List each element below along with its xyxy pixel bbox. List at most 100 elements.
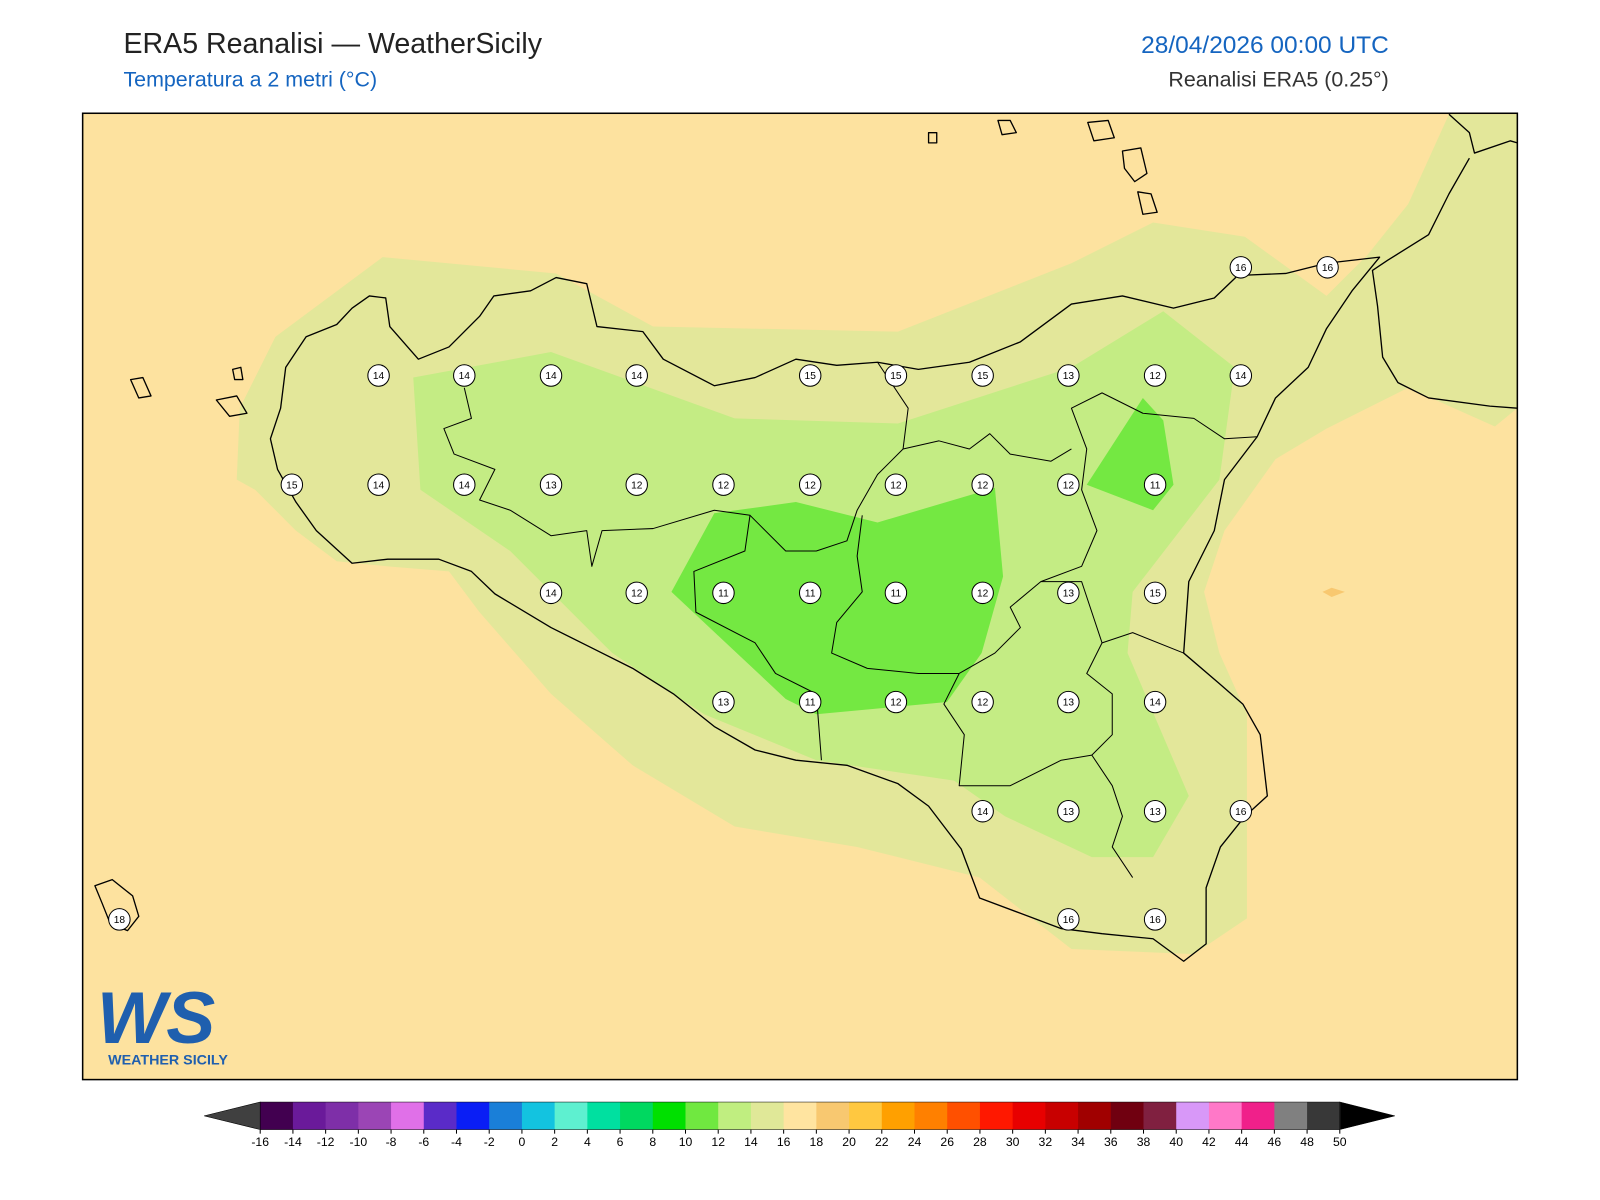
station-value: 16 <box>1235 807 1247 818</box>
station-value: 13 <box>1063 371 1075 382</box>
colorbar-tick-label: 26 <box>940 1135 954 1149</box>
station: 15 <box>798 364 822 387</box>
province-border <box>831 392 1258 674</box>
station-marker <box>798 581 822 605</box>
colorbar-segment <box>1012 1102 1046 1130</box>
province-border <box>1101 632 1184 654</box>
station: 12 <box>625 473 648 496</box>
island <box>129 376 152 399</box>
colorbar-tick-label: 50 <box>1333 1135 1347 1149</box>
colorbar-over <box>1339 1101 1395 1130</box>
colorbar-segment <box>947 1102 981 1130</box>
station-value: 14 <box>545 371 557 382</box>
station-value: 13 <box>1149 807 1161 818</box>
colorbar-tick-label: 38 <box>1137 1135 1151 1149</box>
station: 12 <box>712 473 735 496</box>
station-value: 12 <box>890 698 902 709</box>
station: 13 <box>539 473 563 496</box>
colorbar-segment <box>554 1102 588 1130</box>
station-value: 16 <box>1322 263 1334 274</box>
station-marker <box>884 690 908 714</box>
station-value: 12 <box>805 480 817 491</box>
station-marker <box>1143 581 1167 605</box>
station: 16 <box>1057 908 1080 931</box>
station-marker <box>367 473 390 496</box>
station-marker <box>884 364 908 387</box>
station-marker <box>1143 473 1167 496</box>
contour-10-12 <box>671 487 1004 715</box>
station-value: 13 <box>1063 807 1075 818</box>
colorbar-tick-label: 14 <box>744 1135 758 1149</box>
station-value: 11 <box>718 588 729 599</box>
station: 14 <box>1229 364 1253 387</box>
colorbar-tick-label: 22 <box>875 1135 889 1149</box>
station-marker <box>280 473 304 496</box>
colorbar-segment <box>685 1102 719 1130</box>
colorbar-segment <box>1045 1102 1079 1130</box>
island <box>1121 147 1148 183</box>
colorbar-segment <box>1307 1102 1341 1130</box>
datetime: 28/04/2026 00:00 UTC <box>1141 32 1389 59</box>
station-value: 13 <box>1063 698 1075 709</box>
colorbar-segment <box>292 1102 327 1130</box>
station-value: 12 <box>1063 480 1075 491</box>
colorbar-segment <box>1274 1102 1308 1130</box>
province-border <box>749 361 909 552</box>
station-marker <box>971 473 994 496</box>
station-marker <box>798 473 822 496</box>
colorbar-tick-label: 16 <box>777 1135 791 1149</box>
colorbar-tick-label: -2 <box>484 1135 495 1149</box>
subtitle: Temperatura a 2 metri (°C) <box>123 68 377 92</box>
station: 12 <box>884 473 908 496</box>
station: 15 <box>1143 581 1167 605</box>
source: Reanalisi ERA5 (0.25°) <box>1168 68 1388 92</box>
station-marker <box>1057 473 1080 496</box>
logo: WS WEATHER SICILY <box>97 976 228 1068</box>
station-marker <box>1057 581 1080 605</box>
colorbar-tick-label: 32 <box>1039 1135 1053 1149</box>
colorbar-tick-label: -4 <box>451 1135 462 1149</box>
station-value: 16 <box>1063 915 1075 926</box>
station: 12 <box>798 473 822 496</box>
colorbar-tick-label: 0 <box>519 1135 526 1149</box>
station: 11 <box>798 581 822 605</box>
station-marker <box>1143 690 1167 714</box>
station-marker <box>453 364 476 387</box>
station-marker <box>712 581 735 605</box>
colorbar-segment <box>620 1102 654 1130</box>
station-marker <box>1057 908 1080 931</box>
station-value: 14 <box>373 480 385 491</box>
title: ERA5 Reanalisi — WeatherSicily <box>123 28 542 60</box>
colorbar-segment <box>1110 1102 1145 1130</box>
station-marker <box>625 473 648 496</box>
colorbar-tick-label: 6 <box>617 1135 624 1149</box>
station: 11 <box>1143 473 1167 496</box>
colorbar-segment <box>1241 1102 1275 1130</box>
coastline <box>1371 157 1518 409</box>
colorbar-tick-label: -14 <box>284 1135 302 1149</box>
island <box>997 119 1017 136</box>
station-value: 12 <box>977 698 989 709</box>
island <box>1137 191 1158 215</box>
colorbar-segment <box>521 1102 556 1130</box>
station: 13 <box>1057 800 1080 823</box>
station-value: 15 <box>890 371 902 382</box>
station-value: 16 <box>1149 915 1161 926</box>
station-value: 12 <box>1149 371 1161 382</box>
station-value: 12 <box>718 480 730 491</box>
colorbar-tick-label: -10 <box>350 1135 368 1149</box>
logo-initials: WS <box>97 976 215 1059</box>
colorbar-segment <box>914 1102 948 1130</box>
colorbar-segment <box>456 1102 490 1130</box>
colorbar-segment <box>750 1102 785 1130</box>
station: 12 <box>1057 473 1080 496</box>
station: 13 <box>1057 364 1080 387</box>
station-value: 15 <box>805 371 817 382</box>
colorbar-segment <box>1143 1102 1177 1130</box>
station: 16 <box>1229 800 1253 823</box>
colorbar-segment <box>391 1102 425 1130</box>
station-value: 12 <box>977 480 989 491</box>
station-marker <box>1316 256 1339 279</box>
station: 15 <box>971 364 994 387</box>
